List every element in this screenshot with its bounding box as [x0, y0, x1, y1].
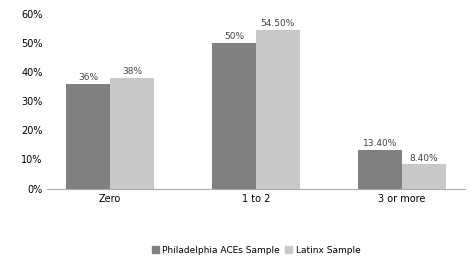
Text: 8.40%: 8.40%: [410, 154, 438, 163]
Text: 13.40%: 13.40%: [363, 139, 397, 148]
Bar: [110, 78, 154, 189]
Text: 50%: 50%: [224, 32, 244, 41]
Text: 54.50%: 54.50%: [261, 19, 295, 28]
Bar: [256, 30, 300, 189]
Bar: [402, 164, 446, 189]
Text: 38%: 38%: [122, 67, 142, 77]
Bar: [212, 43, 256, 189]
Bar: [358, 150, 402, 189]
Text: 36%: 36%: [78, 73, 98, 82]
Legend: Philadelphia ACEs Sample, Latinx Sample: Philadelphia ACEs Sample, Latinx Sample: [150, 244, 362, 256]
Bar: [66, 84, 110, 189]
